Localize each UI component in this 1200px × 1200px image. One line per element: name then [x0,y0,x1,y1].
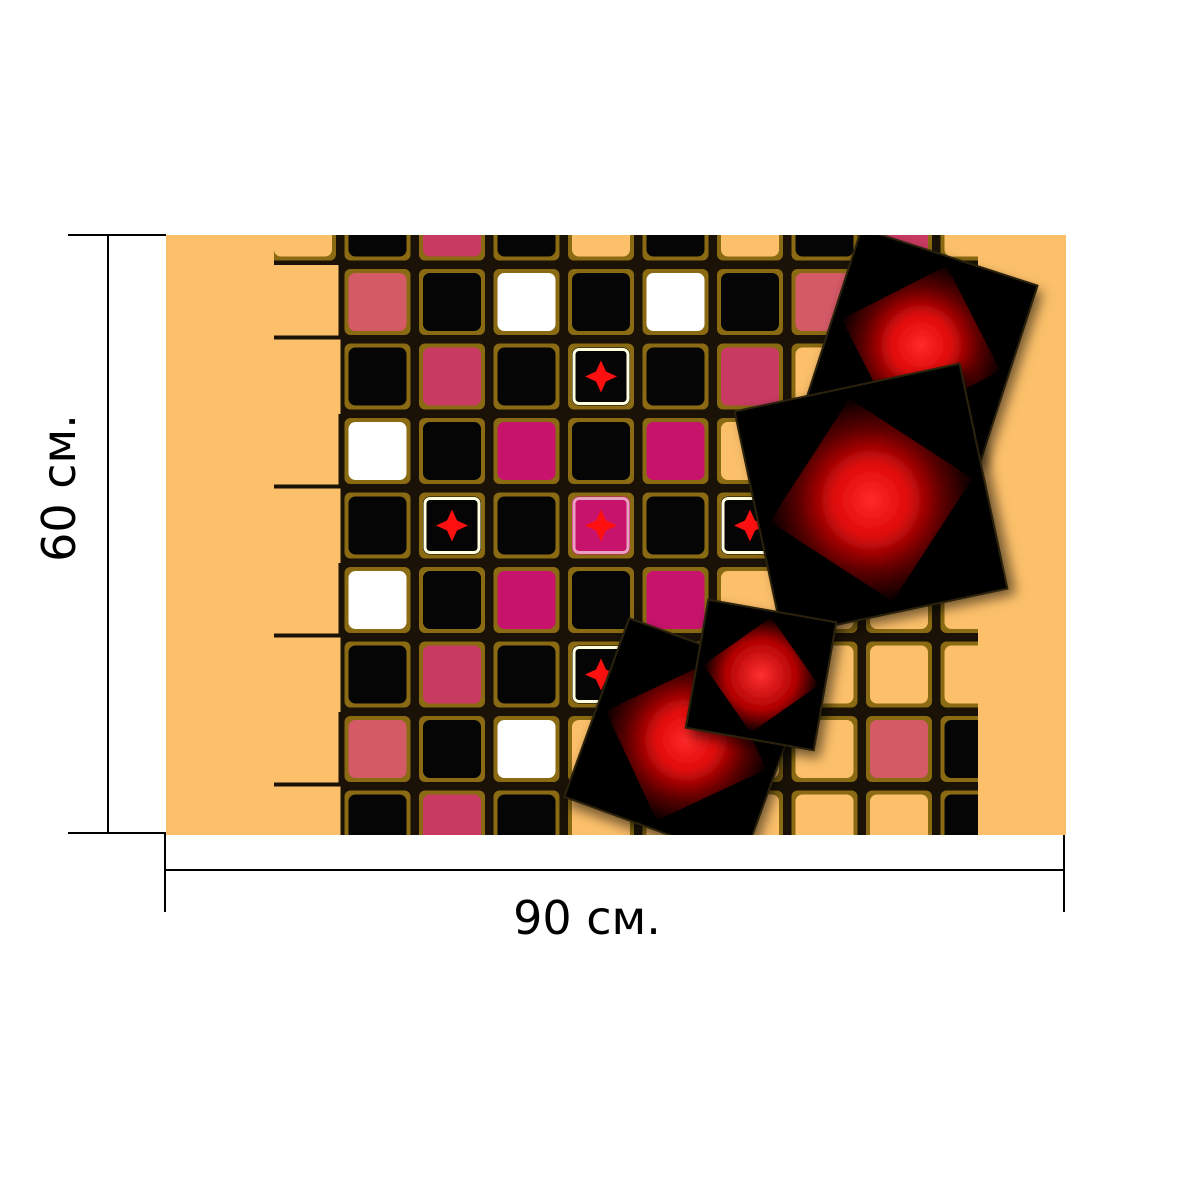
mosaic-tile [497,273,556,331]
width-dimension-right-tick [1063,834,1065,912]
mosaic-tile [348,273,407,331]
mosaic-tile [572,422,630,480]
mosaic-tile [274,235,332,257]
mosaic-tile [423,645,481,704]
mosaic-tile [646,273,705,331]
mosaic-tile [721,273,779,331]
mosaic-tile [348,794,407,835]
mosaic-tile [497,720,556,778]
mosaic-tile [423,347,481,406]
mosaic-tile [497,794,556,835]
mosaic-tile [572,235,630,257]
star-mark [734,509,766,542]
mosaic-tile [572,273,630,331]
mosaic-tile [795,794,854,835]
mosaic-tile [348,347,407,406]
height-label: 60 см. [32,414,86,562]
width-dimension-left-tick [164,834,166,912]
mosaic-tile [721,347,779,406]
height-dimension-line [107,234,109,834]
mosaic-tile [497,347,556,406]
mosaic-tile [870,794,928,835]
star-mark [585,360,617,393]
mosaic-tile [497,645,556,704]
mosaic-tile [795,235,854,257]
width-label: 90 см. [513,891,661,945]
mosaic-tile [497,571,556,629]
mosaic-tile [646,347,705,406]
mosaic-tile [646,235,705,257]
mosaic-tile [497,235,556,257]
mosaic-tile [348,496,407,555]
mosaic-tile [348,422,407,480]
mosaic-tile [646,496,705,555]
mosaic-tile [497,496,556,555]
star-mark [585,509,617,542]
mosaic-tile [423,235,481,257]
mosaic-tile [348,720,407,778]
glow-diamond-tile [684,598,838,752]
width-dimension-line [164,869,1065,871]
mosaic-tile [423,571,481,629]
mosaic-tile [646,422,705,480]
mosaic-tile [348,571,407,629]
mosaic-tile [423,422,481,480]
height-dimension-top-tick [68,234,166,236]
height-dimension-bottom-tick [68,832,166,834]
mosaic-tile [423,720,481,778]
mosaic-tile [348,235,407,257]
mosaic-tile [423,273,481,331]
glow-diamond-tile [733,362,1009,638]
mosaic-tile [423,794,481,835]
mosaic-tile [870,720,928,778]
mosaic-tile [870,645,928,704]
mosaic-tile [348,645,407,704]
mosaic-tile [646,571,705,629]
mosaic-tile [721,235,779,257]
mosaic-tile [497,422,556,480]
mosaic-tile [572,571,630,629]
star-mark [436,509,468,542]
star-mark [585,658,617,691]
artwork-image [166,235,1066,835]
